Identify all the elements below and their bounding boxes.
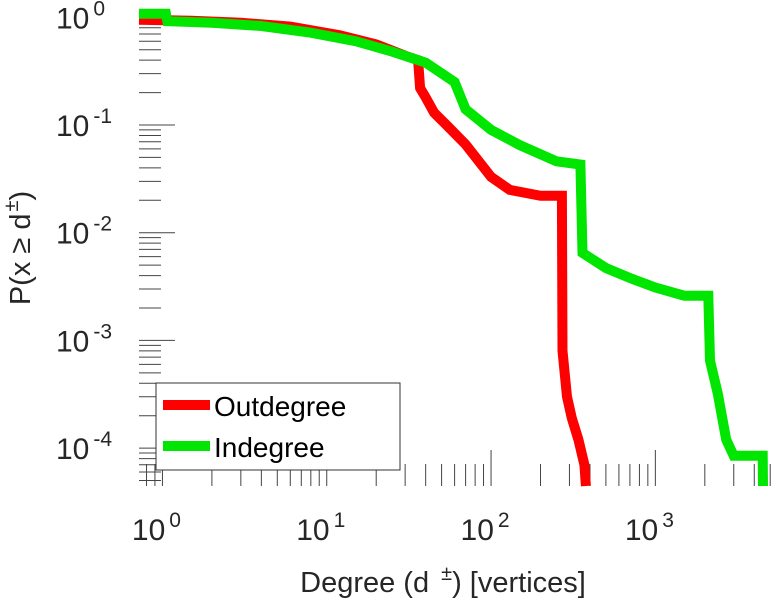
legend-label-indegree: Indegree <box>214 432 325 463</box>
y-tick-label: 10 -1 <box>56 105 112 143</box>
y-tick-label: 10 0 <box>56 0 105 35</box>
y-tick-label: 10 -2 <box>56 213 112 251</box>
legend-label-outdegree: Outdegree <box>214 391 346 422</box>
x-axis-label-sup: ± <box>441 563 452 585</box>
minor-ticks <box>139 16 771 486</box>
x-tick-label: 10 1 <box>296 509 345 547</box>
y-axis-label-sup: ± <box>1 200 23 211</box>
x-tick-labels: 10 0 10 1 10 2 10 3 <box>132 509 674 547</box>
x-tick-label: 10 0 <box>132 509 181 547</box>
y-tick-label: 10 -3 <box>56 320 112 358</box>
series-indegree-line <box>139 8 768 487</box>
series-layer <box>138 8 768 487</box>
y-axis-label-base: P(x ≥ d <box>5 213 37 305</box>
x-tick-label: 10 2 <box>461 509 510 547</box>
x-axis-label: Degree (d ±) [vertices] <box>300 563 586 599</box>
legend-box <box>155 382 401 471</box>
x-axis-label-base: Degree (d <box>300 567 429 599</box>
y-tick-label: 10 -4 <box>56 428 112 466</box>
x-axis-label-tail: ) [vertices] <box>452 567 586 599</box>
x-tick-label: 10 3 <box>625 509 674 547</box>
y-axis-label: P(x ≥ d ±) <box>1 191 37 305</box>
legend: Outdegree Indegree <box>155 382 401 471</box>
y-axis-label-tail: ) <box>5 191 37 201</box>
y-axis-label-group: P(x ≥ d ±) <box>1 191 37 305</box>
